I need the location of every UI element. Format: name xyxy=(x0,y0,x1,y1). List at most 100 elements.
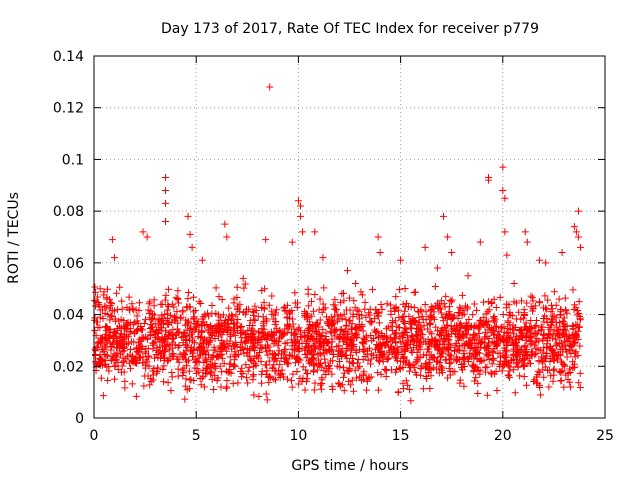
data-point xyxy=(474,390,482,398)
data-point xyxy=(547,308,555,316)
data-point xyxy=(199,366,207,374)
data-point xyxy=(538,353,546,361)
data-point xyxy=(340,387,348,395)
data-point xyxy=(463,331,471,339)
data-point xyxy=(127,328,135,336)
data-point xyxy=(101,351,109,359)
data-point xyxy=(252,306,260,314)
data-point xyxy=(250,391,258,399)
data-point xyxy=(349,359,357,367)
data-point xyxy=(345,317,353,325)
data-point xyxy=(168,369,176,377)
data-point xyxy=(576,243,584,251)
data-point xyxy=(359,327,367,335)
data-point xyxy=(271,320,279,328)
y-tick-label: 0.04 xyxy=(53,308,84,324)
y-axis-title: ROTI / TECUs xyxy=(6,192,22,284)
data-point xyxy=(208,330,216,338)
data-point xyxy=(462,319,470,327)
data-point xyxy=(566,365,574,373)
data-point xyxy=(144,353,152,361)
data-point xyxy=(518,297,526,305)
data-point xyxy=(304,290,312,298)
data-point xyxy=(556,308,564,316)
data-point xyxy=(211,372,219,380)
data-point xyxy=(375,319,383,327)
data-points xyxy=(90,83,584,405)
data-point xyxy=(215,326,223,334)
data-point xyxy=(184,318,192,326)
data-point xyxy=(146,298,154,306)
data-point xyxy=(249,330,257,338)
data-point xyxy=(566,378,574,386)
x-tick-label: 20 xyxy=(494,428,512,444)
data-point xyxy=(113,344,121,352)
data-point xyxy=(283,375,291,383)
data-point xyxy=(344,367,352,375)
data-point xyxy=(575,323,583,331)
data-point xyxy=(123,320,131,328)
data-point xyxy=(101,302,109,310)
data-point xyxy=(319,300,327,308)
data-point xyxy=(106,325,114,333)
data-point xyxy=(230,295,238,303)
data-point xyxy=(349,342,357,350)
data-point xyxy=(574,307,582,315)
data-point xyxy=(506,363,514,371)
data-point xyxy=(182,362,190,370)
data-point xyxy=(576,383,584,391)
data-point xyxy=(299,374,307,382)
data-point xyxy=(154,316,162,324)
data-point xyxy=(559,317,567,325)
data-point xyxy=(423,364,431,372)
data-point xyxy=(238,373,246,381)
data-point xyxy=(120,316,128,324)
data-point xyxy=(295,324,303,332)
data-point xyxy=(338,315,346,323)
data-point xyxy=(133,312,141,320)
data-point xyxy=(184,295,192,303)
data-point xyxy=(204,362,212,370)
data-point xyxy=(421,300,429,308)
data-point xyxy=(110,356,118,364)
data-point xyxy=(338,350,346,358)
data-point xyxy=(174,365,182,373)
data-point xyxy=(492,303,500,311)
data-point xyxy=(150,354,158,362)
data-point xyxy=(223,233,231,241)
data-point xyxy=(463,305,471,313)
data-point xyxy=(468,343,476,351)
data-point xyxy=(318,308,326,316)
data-point xyxy=(222,367,230,375)
data-point xyxy=(203,357,211,365)
data-point xyxy=(353,310,361,318)
data-point xyxy=(223,337,231,345)
data-point xyxy=(309,350,317,358)
data-point xyxy=(417,371,425,379)
data-point xyxy=(305,357,313,365)
data-point xyxy=(280,304,288,312)
data-point xyxy=(112,352,120,360)
data-point xyxy=(183,303,191,311)
data-point xyxy=(489,314,497,322)
data-point xyxy=(279,331,287,339)
data-point xyxy=(270,375,278,383)
data-point xyxy=(199,339,207,347)
data-point xyxy=(184,288,192,296)
data-point xyxy=(259,313,267,321)
data-point xyxy=(231,348,239,356)
data-point xyxy=(168,335,176,343)
data-point xyxy=(125,306,133,314)
data-point xyxy=(505,311,513,319)
data-point xyxy=(426,328,434,336)
data-point xyxy=(334,353,342,361)
data-point xyxy=(416,354,424,362)
data-point xyxy=(491,330,499,338)
data-point xyxy=(164,310,172,318)
data-point xyxy=(149,339,157,347)
data-point xyxy=(321,355,329,363)
data-point xyxy=(505,335,513,343)
data-point xyxy=(263,396,271,404)
data-point xyxy=(212,284,220,292)
